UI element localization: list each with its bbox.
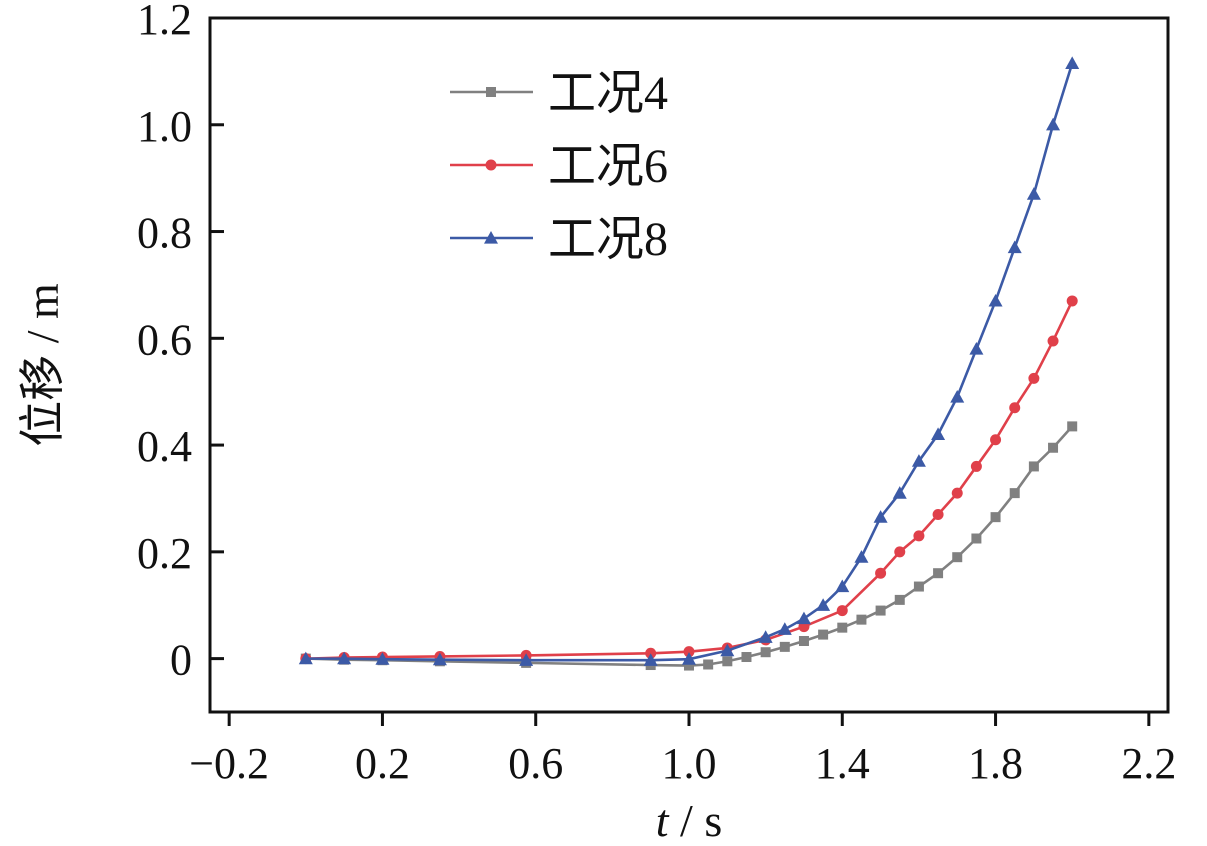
- data-point: [758, 630, 773, 643]
- data-point: [837, 622, 848, 633]
- data-point: [703, 659, 714, 670]
- data-point: [1009, 488, 1020, 499]
- data-point: [931, 427, 946, 440]
- data-point: [760, 647, 771, 658]
- data-point: [932, 508, 944, 520]
- data-point: [969, 341, 984, 355]
- legend-item: 工况4: [450, 67, 668, 120]
- legend-label: 工况8: [548, 213, 668, 266]
- y-axis-title: 位移 / m: [17, 283, 68, 447]
- legend-item: 工况8: [450, 213, 668, 266]
- data-point: [952, 552, 963, 563]
- data-point: [337, 651, 352, 665]
- data-point: [1067, 421, 1078, 432]
- series-2: [300, 295, 1078, 665]
- plot-frame: [208, 16, 1170, 714]
- data-point: [1028, 372, 1040, 384]
- data-point: [432, 652, 447, 666]
- x-axis-variable: t: [656, 795, 670, 841]
- data-point: [971, 533, 982, 544]
- data-point: [1028, 461, 1039, 472]
- x-tick-label: 1.4: [815, 739, 870, 788]
- series-3: [298, 56, 1080, 666]
- data-point: [777, 622, 792, 635]
- data-point: [988, 293, 1003, 307]
- data-point: [816, 598, 831, 611]
- data-point: [990, 512, 1001, 523]
- data-point: [854, 550, 869, 563]
- x-tick-label: 2.2: [1121, 739, 1176, 788]
- data-point: [779, 641, 790, 652]
- legend-marker: [484, 231, 498, 244]
- legend-marker: [486, 87, 496, 97]
- data-point: [818, 629, 829, 640]
- x-axis-unit: s: [704, 795, 722, 841]
- data-point: [683, 646, 695, 658]
- data-point: [1046, 117, 1061, 131]
- legend-marker: [485, 159, 497, 171]
- axis-ticks: −0.2 0.2 0.6 1.0 1.4 1.8 2.2 0 0.2 0.4 0.6 0.8 1.0 1.…: [137, 0, 1176, 788]
- y-tick-label: 0.4: [137, 422, 192, 471]
- x-tick-label: 0.6: [508, 739, 563, 788]
- y-tick-label: 0.8: [137, 209, 192, 258]
- series-line: [305, 300, 1074, 660]
- data-point: [950, 390, 965, 403]
- y-tick-label: 1.2: [137, 0, 192, 44]
- data-point: [643, 653, 658, 666]
- data-point: [375, 652, 390, 665]
- data-point: [1065, 56, 1080, 69]
- data-point: [911, 454, 926, 467]
- data-point: [933, 568, 944, 579]
- data-point: [1009, 402, 1021, 414]
- legend-label: 工况4: [548, 67, 668, 120]
- data-point: [682, 652, 696, 665]
- data-point: [873, 510, 888, 523]
- data-point: [519, 653, 534, 666]
- data-point: [722, 656, 733, 667]
- data-point: [892, 486, 907, 499]
- data-point: [894, 594, 905, 605]
- data-point: [796, 611, 811, 625]
- data-point: [741, 652, 752, 663]
- y-tick-label: 1.0: [137, 102, 192, 151]
- data-point: [856, 614, 867, 625]
- y-tick-label: 0.2: [137, 529, 192, 578]
- data-point: [1026, 187, 1041, 200]
- data-point: [970, 460, 982, 472]
- series-1: [300, 421, 1078, 671]
- data-point: [1066, 295, 1078, 307]
- data-point: [913, 530, 925, 542]
- data-point: [798, 635, 809, 646]
- x-axis-title: t / s: [656, 795, 722, 841]
- data-point: [1007, 240, 1022, 254]
- x-tick-label: 1.8: [968, 739, 1023, 788]
- data-point: [1048, 442, 1059, 453]
- x-tick-label: 0.2: [355, 739, 410, 788]
- x-axis-separator: /: [669, 795, 705, 841]
- x-tick-label: 1.0: [662, 739, 717, 788]
- data-point: [990, 434, 1002, 446]
- data-point: [836, 605, 848, 617]
- data-point: [298, 651, 313, 665]
- series-line: [305, 62, 1074, 662]
- series-line: [305, 425, 1074, 667]
- legend-item: 工况6: [450, 140, 668, 193]
- data-point: [835, 579, 850, 593]
- series-layer: [298, 56, 1080, 671]
- y-tick-label: 0.6: [137, 315, 192, 364]
- x-tick-label: −0.2: [189, 739, 269, 788]
- data-point: [720, 643, 735, 657]
- data-point: [684, 660, 694, 671]
- data-point: [951, 487, 963, 499]
- legend: 工况4 工况6 工况8: [450, 67, 668, 266]
- data-point: [875, 605, 886, 616]
- legend-label: 工况6: [548, 140, 668, 193]
- y-tick-label: 0: [170, 636, 192, 685]
- data-point: [913, 581, 924, 592]
- data-point: [1047, 335, 1059, 347]
- data-point: [894, 546, 906, 558]
- data-point: [875, 567, 887, 579]
